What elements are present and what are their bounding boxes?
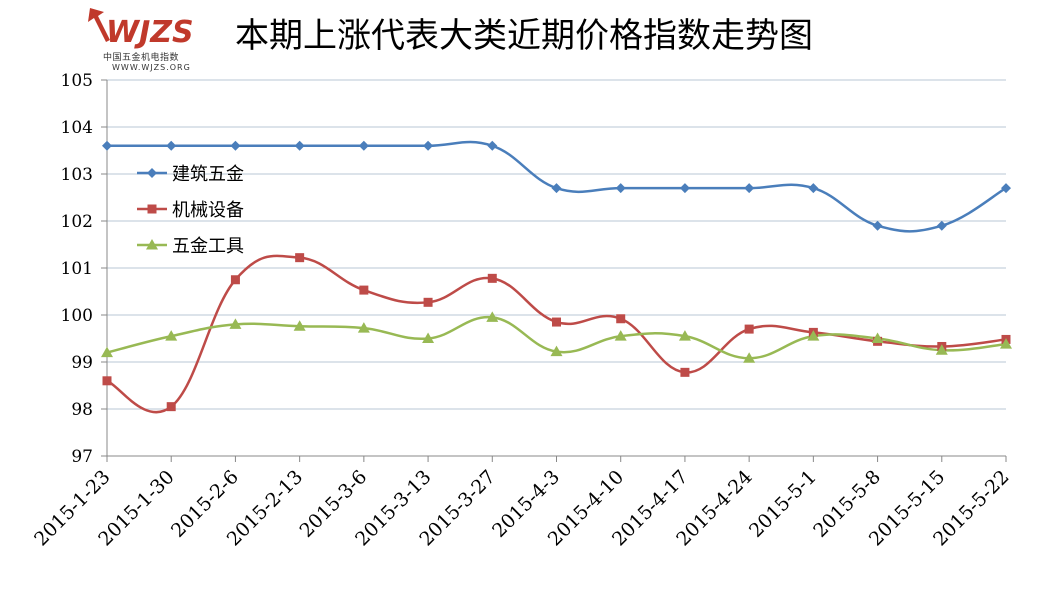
data-point (294, 140, 305, 151)
data-point (1000, 338, 1012, 349)
grid-lines (101, 79, 1006, 457)
data-point (358, 140, 369, 151)
data-point (487, 273, 497, 283)
data-point (679, 183, 690, 194)
data-point (166, 402, 176, 412)
series-line-1 (106, 254, 1007, 414)
logo-url: WWW.WJZS.ORG (112, 63, 191, 72)
data-point (230, 140, 241, 151)
y-tick-label: 98 (71, 400, 93, 420)
data-point (422, 332, 435, 343)
y-tick-label: 102 (61, 212, 93, 232)
data-point (935, 344, 948, 355)
data-point (616, 314, 626, 324)
data-point (551, 183, 562, 194)
data-point (678, 330, 691, 341)
data-point (614, 330, 627, 341)
data-point (166, 140, 177, 151)
data-point (295, 253, 305, 263)
data-point (423, 297, 433, 307)
logo-subtitle: 中国五金机电指数 (103, 53, 180, 63)
data-point (1001, 183, 1011, 194)
y-tick-label: 100 (61, 306, 93, 326)
chart-title: 本期上涨代表大类近期价格指数走势图 (235, 16, 813, 56)
y-tick-label: 101 (61, 259, 93, 279)
data-point (936, 220, 947, 231)
legend-label: 建筑五金 (172, 164, 244, 185)
data-point (293, 320, 306, 331)
y-tick-label: 105 (61, 71, 93, 91)
data-point (552, 317, 561, 327)
legend-marker (146, 239, 158, 250)
y-tick-label: 99 (71, 353, 93, 373)
data-point (102, 140, 112, 151)
y-tick-label: 97 (71, 447, 93, 467)
data-point (423, 140, 434, 151)
data-point (550, 345, 563, 357)
y-tick-labels: 97 98 99 100 101 102 103 104 105 (61, 71, 93, 467)
x-tick-labels: 2015-1-232015-1-302015-2-62015-2-132015-… (30, 456, 1014, 550)
data-point (229, 318, 242, 329)
data-point (487, 140, 498, 151)
series-markers (101, 140, 1012, 412)
data-point (101, 346, 113, 358)
data-point (359, 285, 369, 295)
data-point (615, 183, 626, 194)
legend-marker (147, 204, 157, 214)
data-point (744, 183, 755, 194)
data-point (165, 330, 178, 341)
logo-graphic: WJZS (88, 8, 194, 50)
data-point (743, 352, 756, 363)
data-point (357, 322, 370, 333)
y-tick-label: 104 (61, 118, 93, 138)
data-point (807, 330, 820, 341)
legend-label: 机械设备 (172, 200, 244, 221)
data-point (486, 311, 499, 322)
data-point (230, 275, 240, 285)
data-point (871, 332, 884, 343)
data-point (744, 324, 754, 334)
logo-brand: WJZS (106, 15, 194, 50)
data-point (102, 376, 112, 386)
logo-arrow (88, 8, 110, 42)
data-point (872, 220, 883, 231)
legend-marker (147, 168, 157, 178)
legend-label: 五金工具 (172, 236, 244, 257)
data-point (808, 183, 819, 194)
data-point (680, 367, 690, 377)
y-tick-label: 103 (61, 165, 93, 185)
x-tick-label: 2015-5-1 (745, 466, 821, 542)
